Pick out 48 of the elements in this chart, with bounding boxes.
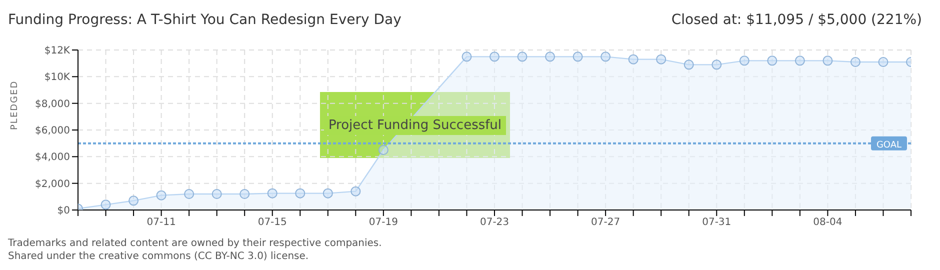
point [572,52,583,62]
point [184,189,194,199]
y-axis-title: PLEDGED [10,80,20,130]
chart-title: Funding Progress: A T-Shirt You Can Redesign Every Day [8,12,402,28]
point [600,52,611,62]
y-tick-label: $4,000 [35,152,70,164]
x-tick-label: 07-23 [480,217,510,228]
y-tick-label: $8,000 [35,98,70,110]
point [822,56,833,66]
point [212,189,222,199]
text: Shared under the creative commons (CC BY-NC 3.0) license. [8,250,310,263]
x-tick-label: 08-04 [813,217,842,228]
point [712,60,722,70]
point [656,54,666,64]
point [100,200,111,210]
point [462,52,472,62]
point [878,57,888,67]
point [350,186,361,196]
point [794,56,805,66]
ref-line-label: GOAL [876,140,902,150]
point [156,190,166,200]
y-tick-label: $2,000 [35,178,70,190]
chart-subtitle: Closed at: $11,095 / $5,000 (221%) [671,12,922,28]
point [267,188,278,198]
y-tick-label: $12K [44,46,70,57]
y-tick-label: $6,000 [35,126,70,137]
annotation: Project Funding Successful [324,116,506,134]
point [739,56,750,66]
point [767,56,778,66]
point [684,60,694,70]
y-tick-label: $0 [57,206,70,217]
point [295,188,306,198]
point [490,52,500,62]
point [628,54,638,64]
x-tick-label: 07-19 [368,217,398,228]
text: Trademarks and related content are owned by their respective companies. [8,237,382,250]
y-tick-label: $10K [44,72,70,84]
point [128,196,139,206]
point [517,52,528,62]
point [322,188,333,198]
x-tick-label: 07-27 [591,217,620,228]
x-tick-label: 07-31 [702,217,732,228]
point [545,52,556,62]
x-tick-label: 07-11 [146,217,176,228]
point [378,145,388,155]
point [850,57,860,67]
x-tick-label: 07-15 [258,217,287,228]
point [240,189,250,199]
